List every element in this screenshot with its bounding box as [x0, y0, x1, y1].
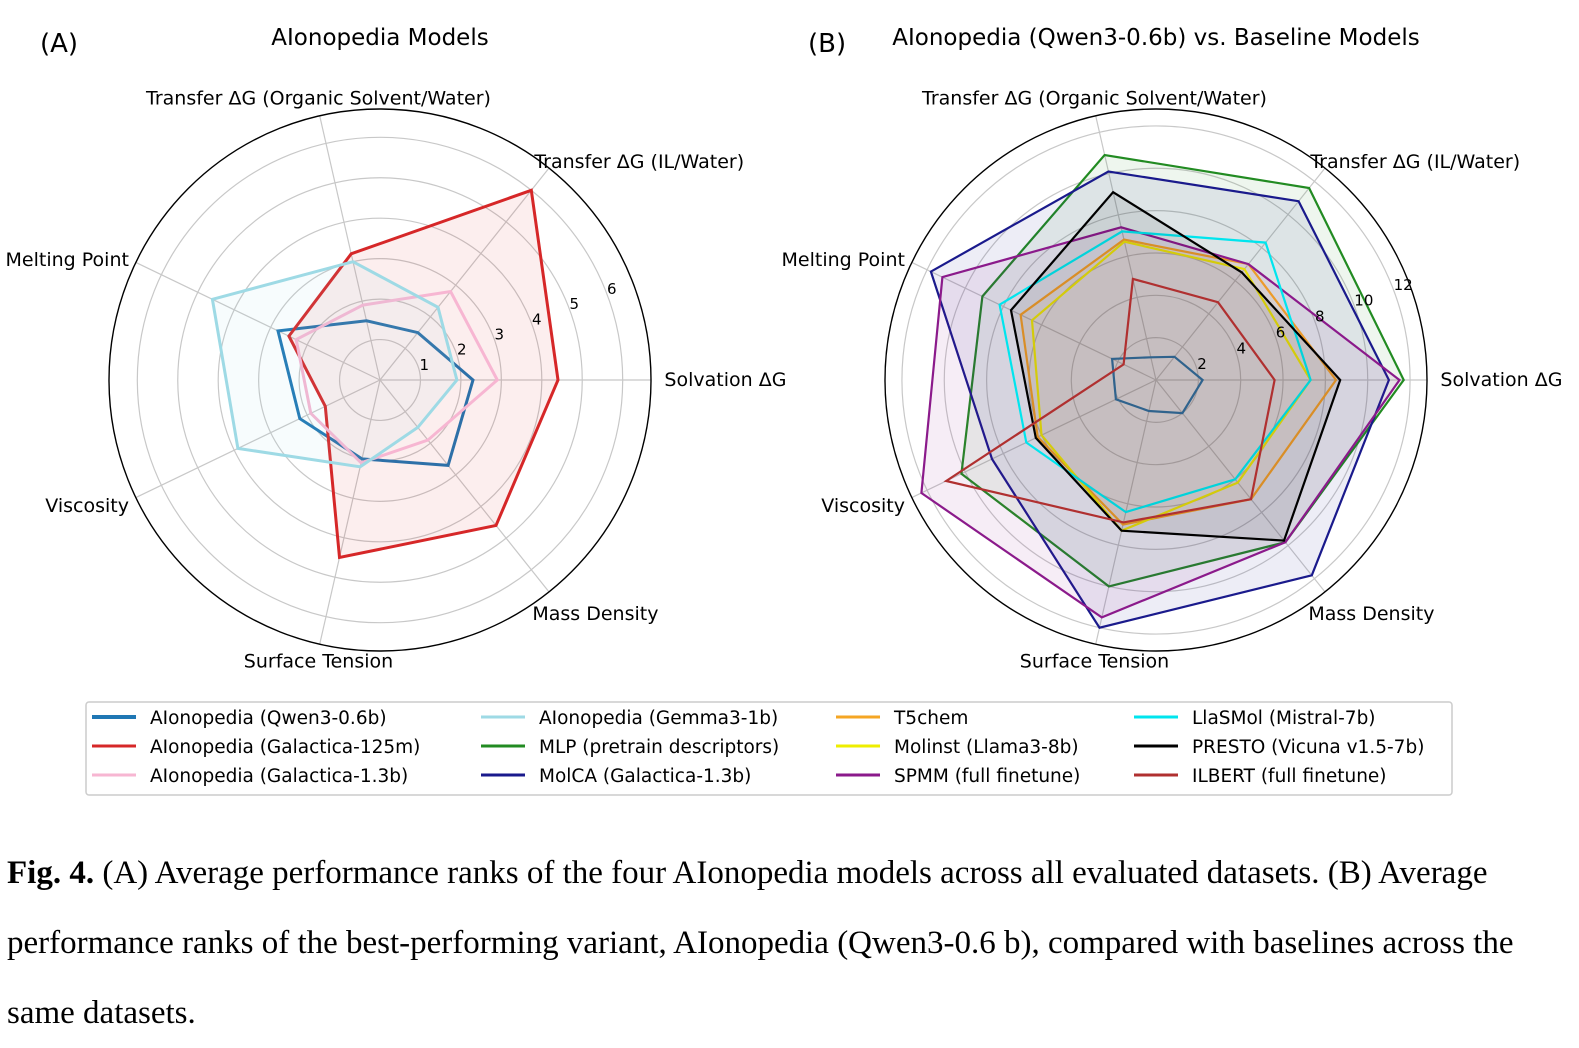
- spoke-6: [1155, 379, 1326, 593]
- series-ilbert-full-finetune: [943, 277, 1276, 524]
- axis-label-viscosity: Viscosity: [821, 495, 905, 517]
- panel-b-title: AIonopedia (Qwen3-0.6b) vs. Baseline Mod…: [892, 25, 1419, 51]
- spoke-2: [319, 115, 381, 381]
- tick-label-12: 12: [1394, 276, 1413, 294]
- spoke-4: [135, 379, 381, 499]
- caption-label: Fig. 4.: [7, 855, 95, 891]
- caption-text: (A) Average performance ranks of the fou…: [7, 855, 1514, 1031]
- legend-label-presto-vicuna-v1-5-7b: PRESTO (Vicuna v1.5-7b): [1192, 737, 1424, 758]
- series-molinst-llama3-8b: [1030, 240, 1312, 533]
- series-presto-vicuna-v1-5-7b: [1009, 190, 1342, 542]
- axis-label-solvation-g: Solvation ΔG: [1440, 369, 1562, 391]
- series-molca-galactica-1-3b: [929, 170, 1391, 629]
- spoke-3: [135, 261, 381, 381]
- legend-label-aionopedia-galactica-125m: AIonopedia (Galactica-125m): [150, 737, 420, 758]
- tick-label-4: 4: [532, 310, 542, 328]
- legend-label-ilbert-full-finetune: ILBERT (full finetune): [1192, 766, 1387, 787]
- legend-label-molinst-llama3-8b: Molinst (Llama3-8b): [894, 737, 1079, 758]
- axis-label-surface-tension: Surface Tension: [244, 650, 393, 672]
- legend-label-spmm-full-finetune: SPMM (full finetune): [894, 766, 1080, 787]
- series-spmm-full-finetune: [920, 226, 1402, 619]
- spoke-5: [319, 379, 381, 645]
- legend-label-mlp-pretrain-descriptors: MLP (pretrain descriptors): [539, 737, 779, 758]
- axis-label-mass-density: Mass Density: [532, 603, 658, 625]
- tick-label-1: 1: [420, 356, 430, 374]
- tick-label-5: 5: [570, 295, 580, 313]
- legend-label-llasmol-mistral-7b: LlaSMol (Mistral-7b): [1192, 708, 1376, 729]
- series-llasmol-mistral-7b: [998, 230, 1312, 514]
- series-aionopedia-gemma3-1b: [210, 260, 459, 469]
- axis-label-mass-density: Mass Density: [1308, 603, 1434, 625]
- axis-label-transfer-g-organic-solvent-water: Transfer ΔG (Organic Solvent/Water): [145, 88, 491, 110]
- series-aionopedia-qwen3-0-6b: [1110, 355, 1205, 415]
- axis-label-transfer-g-il-water: Transfer ΔG (IL/Water): [533, 151, 744, 173]
- tick-label-10: 10: [1354, 292, 1373, 310]
- legend-label-aionopedia-gemma3-1b: AIonopedia (Gemma3-1b): [539, 708, 778, 729]
- axis-label-solvation-g: Solvation ΔG: [664, 369, 786, 391]
- panel-b-tag: (B): [808, 29, 846, 59]
- series-aionopedia-galactica-1-3b: [294, 289, 500, 465]
- panel-a-title: AIonopedia Models: [271, 25, 488, 51]
- figure-caption: Fig. 4. (A) Average performance ranks of…: [7, 838, 1572, 1048]
- legend-label-t5chem: T5chem: [893, 708, 968, 729]
- tick-label-6: 6: [1276, 323, 1286, 341]
- spoke-3: [911, 261, 1157, 381]
- spoke-2: [1095, 115, 1157, 381]
- axis-label-melting-point: Melting Point: [6, 249, 129, 271]
- legend-label-aionopedia-qwen3-0-6b: AIonopedia (Qwen3-0.6b): [150, 708, 387, 729]
- legend-label-molca-galactica-1-3b: MolCA (Galactica-1.3b): [539, 766, 751, 787]
- outer-ring: [108, 108, 652, 652]
- tick-label-8: 8: [1315, 308, 1325, 326]
- tick-label-6: 6: [607, 280, 617, 298]
- axis-label-transfer-g-organic-solvent-water: Transfer ΔG (Organic Solvent/Water): [921, 88, 1267, 110]
- spoke-1: [1155, 167, 1326, 381]
- axis-label-melting-point: Melting Point: [782, 249, 905, 271]
- legend: AIonopedia (Qwen3-0.6b) AIonopedia (Galac…: [85, 701, 1453, 796]
- axis-label-viscosity: Viscosity: [45, 495, 129, 517]
- tick-label-2: 2: [457, 341, 467, 359]
- spoke-1: [379, 167, 550, 381]
- radar-chart-a: 1 2 3 4 5 6 Solvation ΔG Transfer ΔG (IL/Water)…: [6, 88, 787, 673]
- outer-ring: [884, 108, 1428, 652]
- axis-label-transfer-g-il-water: Transfer ΔG (IL/Water): [1309, 151, 1520, 173]
- tick-label-4: 4: [1237, 339, 1247, 357]
- tick-label-2: 2: [1197, 355, 1207, 373]
- tick-label-3: 3: [495, 326, 505, 344]
- legend-label-aionopedia-galactica-1-3b: AIonopedia (Galactica-1.3b): [150, 766, 408, 787]
- legend-frame: [85, 701, 1453, 796]
- panel-a-tag: (A): [40, 29, 78, 59]
- radar-chart-b: 2 4 6 8 10 12 Solvation ΔG Transfer ΔG (IL/Wate…: [782, 88, 1563, 673]
- axis-label-surface-tension: Surface Tension: [1020, 650, 1169, 672]
- series-aionopedia-qwen3-0-6b: [276, 319, 475, 467]
- spoke-6: [379, 379, 550, 593]
